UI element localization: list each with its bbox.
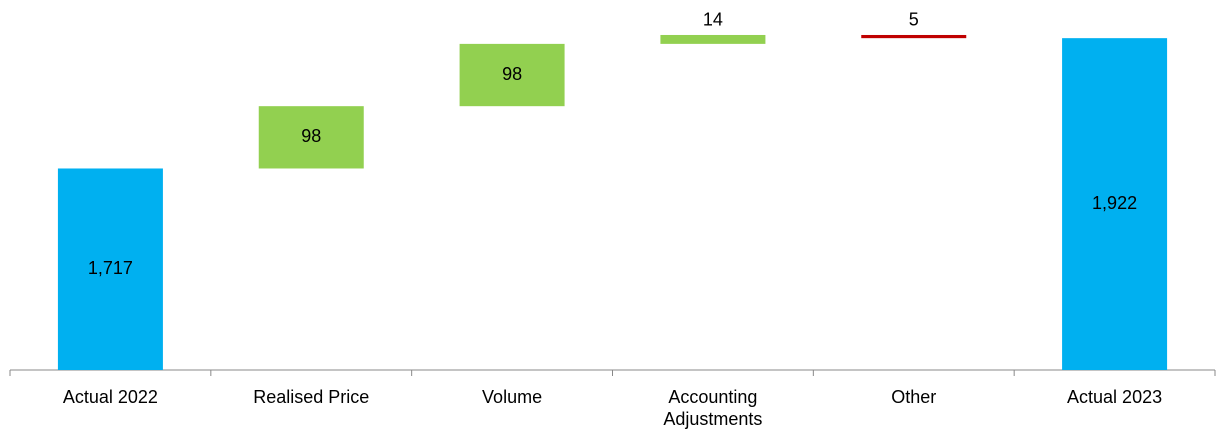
bar <box>660 34 766 44</box>
bar <box>258 106 364 169</box>
x-tick-label: Other <box>891 387 937 407</box>
data-label: 98 <box>502 64 522 84</box>
data-label: 5 <box>909 10 919 30</box>
data-label: 14 <box>703 10 723 30</box>
data-label: 1,922 <box>1092 193 1137 213</box>
data-label: 1,717 <box>88 258 133 278</box>
x-tick-label: Actual 2022 <box>62 387 158 407</box>
bar <box>1062 38 1168 371</box>
x-tick-label: Volume <box>482 387 543 407</box>
bar <box>459 43 565 107</box>
x-tick-label: Accounting Adjustments <box>663 387 763 429</box>
bar <box>861 34 967 39</box>
bar <box>57 168 163 370</box>
x-tick-label: Realised Price <box>253 387 370 407</box>
data-label: 98 <box>301 126 321 146</box>
x-tick-label: Actual 2023 <box>1067 387 1163 407</box>
